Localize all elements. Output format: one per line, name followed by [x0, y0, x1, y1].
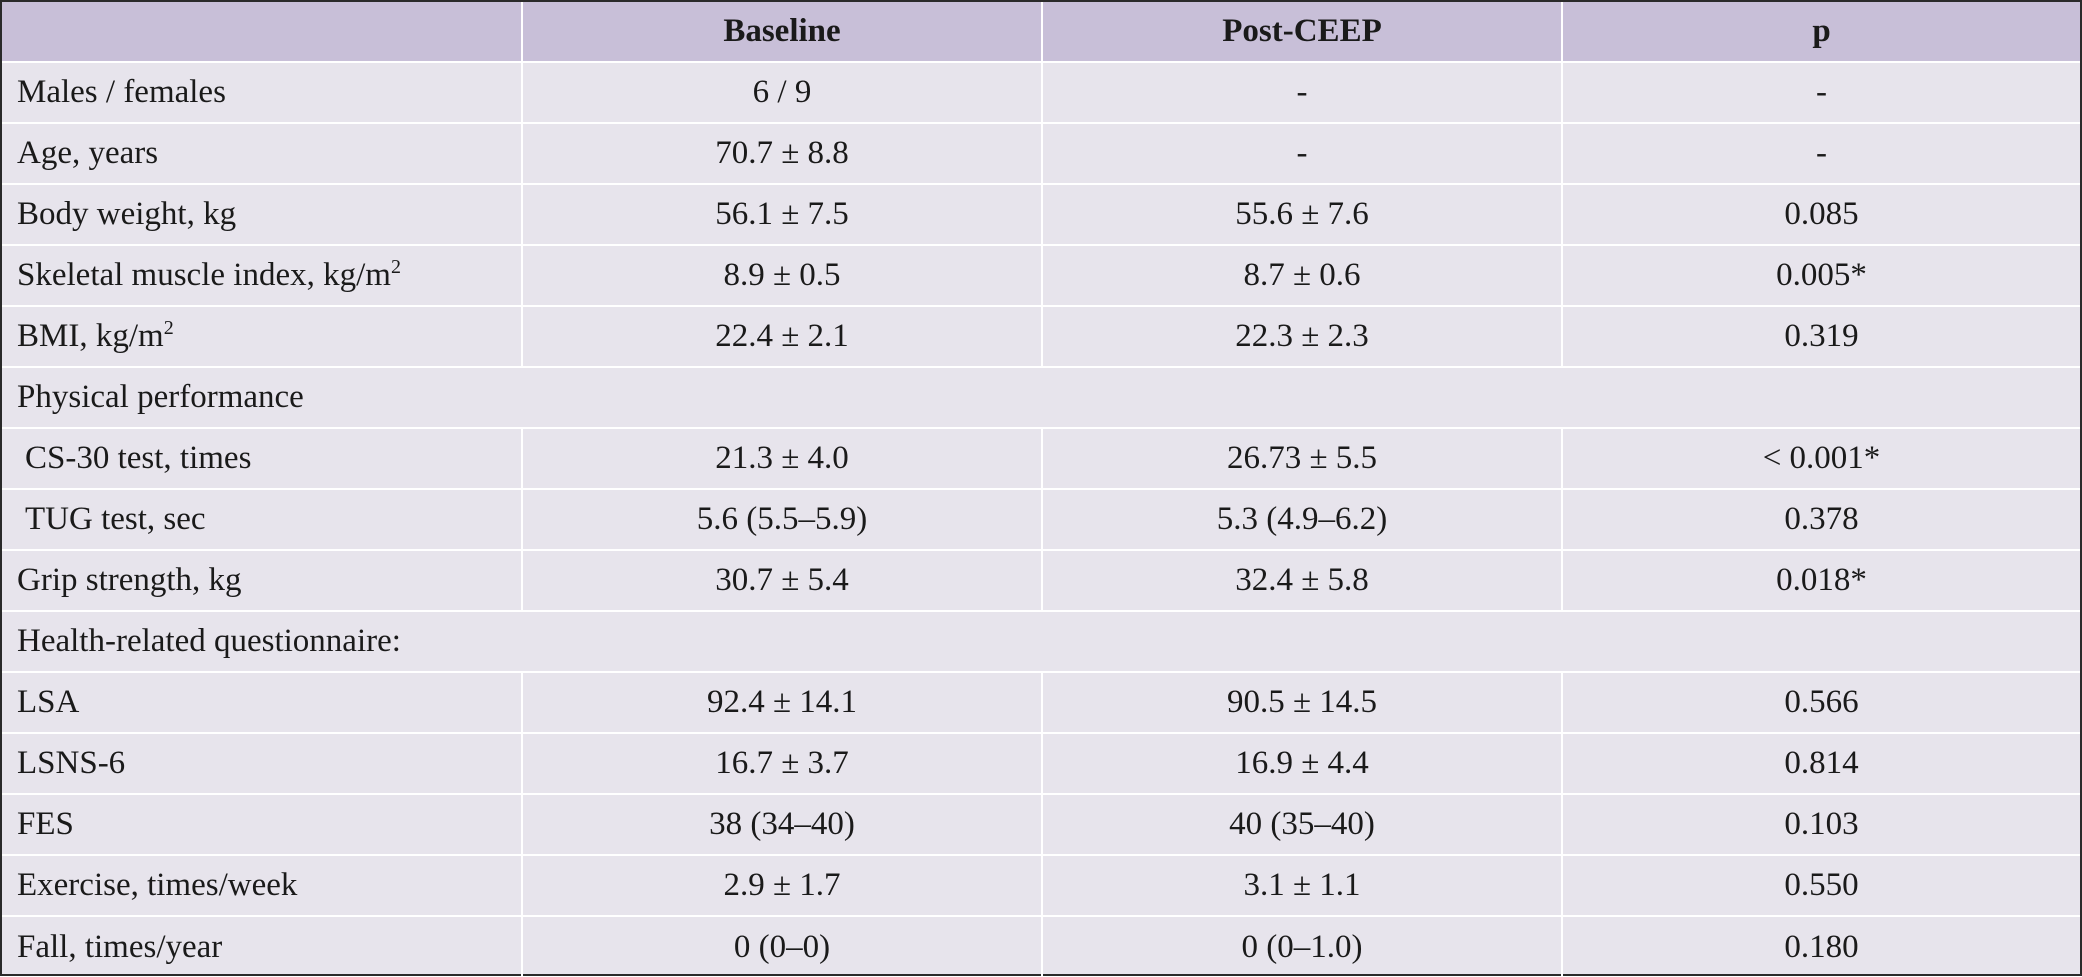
post-ceep-value: 22.3 ± 2.3	[1041, 305, 1562, 367]
section-empty-cell	[522, 610, 1042, 672]
row-label: Grip strength, kg	[2, 549, 522, 611]
table-row: Grip strength, kg 30.7 ± 5.4 32.4 ± 5.8 0.0…	[2, 549, 2080, 611]
row-label: TUG test, sec	[2, 488, 522, 550]
table-row: CS-30 test, times 21.3 ± 4.0 26.73 ± 5.5 < …	[2, 427, 2080, 489]
p-value: 0.319	[1561, 305, 2080, 367]
row-label-text: LSA	[17, 684, 80, 720]
baseline-value: 92.4 ± 14.1	[521, 671, 1042, 733]
table-header-row: Baseline Post-CEEP p	[2, 2, 2080, 63]
section-label: Health-related questionnaire:	[2, 610, 522, 672]
header-label-column	[2, 2, 522, 63]
table-row: Males / females 6 / 9--	[2, 61, 2080, 123]
p-value: 0.566	[1561, 671, 2080, 733]
row-label-text: Skeletal muscle index, kg/m	[17, 257, 391, 293]
header-post-ceep: Post-CEEP	[1041, 2, 1562, 63]
table-body: Males / females 6 / 9- - Age, years 70.7 ± 8…	[2, 61, 2080, 977]
p-value: 0.180	[1561, 915, 2080, 977]
section-empty-cell	[1042, 366, 1562, 428]
baseline-value: 6 / 9	[521, 61, 1042, 123]
post-ceep-value: 0 (0–1.0)	[1041, 915, 1562, 977]
row-label-text: TUG test, sec	[25, 501, 206, 537]
section-empty-cell	[1562, 610, 2080, 672]
p-value: 0.378	[1561, 488, 2080, 550]
row-label-text: Fall, times/year	[17, 928, 223, 965]
p-value: 0.814	[1561, 732, 2080, 794]
baseline-value: 70.7 ± 8.8	[521, 122, 1042, 184]
row-label-text: BMI, kg/m	[17, 318, 164, 354]
unit-superscript: 2	[163, 317, 174, 339]
baseline-value: 8.9 ± 0.5	[521, 244, 1042, 306]
baseline-value: 21.3 ± 4.0	[521, 427, 1042, 489]
row-label: Males / females	[2, 61, 522, 123]
p-value: 0.103	[1561, 793, 2080, 855]
row-label: LSNS-6	[2, 732, 522, 794]
table-row: LSA 92.4 ± 14.1 90.5 ± 14.5 0.566	[2, 671, 2080, 733]
p-value: 0.085	[1561, 183, 2080, 245]
row-label: Age, years	[2, 122, 522, 184]
row-label-text: Body weight, kg	[17, 196, 237, 232]
table-row: FES 38 (34–40) 40 (35–40) 0.103	[2, 793, 2080, 855]
p-value: 0.005*	[1561, 244, 2080, 306]
baseline-value: 0 (0–0)	[521, 915, 1042, 977]
table-row: Fall, times/year 0 (0–0) 0 (0–1.0) 0.180	[2, 915, 2080, 977]
p-value: < 0.001*	[1561, 427, 2080, 489]
p-value: -	[1561, 122, 2080, 184]
post-ceep-value: 8.7 ± 0.6	[1041, 244, 1562, 306]
header-p-value: p	[1561, 2, 2080, 63]
post-ceep-value: -	[1041, 61, 1562, 123]
row-label: LSA	[2, 671, 522, 733]
section-empty-cell	[1042, 610, 1562, 672]
section-empty-cell	[522, 366, 1042, 428]
post-ceep-value: 40 (35–40)	[1041, 793, 1562, 855]
p-value: -	[1561, 61, 2080, 123]
row-label: FES	[2, 793, 522, 855]
row-label: Body weight, kg	[2, 183, 522, 245]
baseline-value: 30.7 ± 5.4	[521, 549, 1042, 611]
section-header-row: Health-related questionnaire:	[2, 610, 2080, 672]
unit-superscript: 2	[390, 256, 401, 278]
table-row: BMI, kg/m2 22.4 ± 2.1 22.3 ± 2.3 0.319	[2, 305, 2080, 367]
p-value: 0.018*	[1561, 549, 2080, 611]
post-ceep-value: 32.4 ± 5.8	[1041, 549, 1562, 611]
section-label: Physical performance	[2, 366, 522, 428]
post-ceep-value: 90.5 ± 14.5	[1041, 671, 1562, 733]
row-label: Exercise, times/week	[2, 854, 522, 916]
row-label-text: LSNS-6	[17, 745, 126, 781]
row-label-text: Age, years	[17, 135, 159, 171]
header-baseline: Baseline	[521, 2, 1042, 63]
row-label-text: CS-30 test, times	[25, 440, 252, 476]
baseline-value: 22.4 ± 2.1	[521, 305, 1042, 367]
row-label-text: Grip strength, kg	[17, 562, 242, 598]
row-label-text: Exercise, times/week	[17, 867, 298, 903]
baseline-value: 2.9 ± 1.7	[521, 854, 1042, 916]
table-row: Body weight, kg 56.1 ± 7.5 55.6 ± 7.6 0.085	[2, 183, 2080, 245]
post-ceep-value: 3.1 ± 1.1	[1041, 854, 1562, 916]
post-ceep-value: 16.9 ± 4.4	[1041, 732, 1562, 794]
row-label: Skeletal muscle index, kg/m2	[2, 244, 522, 306]
row-label: CS-30 test, times	[2, 427, 522, 489]
post-ceep-value: 55.6 ± 7.6	[1041, 183, 1562, 245]
row-label-text: Males / females	[17, 74, 226, 110]
baseline-value: 38 (34–40)	[521, 793, 1042, 855]
section-empty-cell	[1562, 366, 2080, 428]
baseline-value: 16.7 ± 3.7	[521, 732, 1042, 794]
post-ceep-value: 26.73 ± 5.5	[1041, 427, 1562, 489]
row-label: Fall, times/year	[2, 915, 522, 977]
baseline-value: 5.6 (5.5–5.9)	[521, 488, 1042, 550]
post-ceep-value: -	[1041, 122, 1562, 184]
row-label: BMI, kg/m2	[2, 305, 522, 367]
table-row: Exercise, times/week 2.9 ± 1.7 3.1 ± 1.1 0.…	[2, 854, 2080, 916]
row-label-text: FES	[17, 806, 74, 842]
post-ceep-value: 5.3 (4.9–6.2)	[1041, 488, 1562, 550]
table-row: LSNS-6 16.7 ± 3.7 16.9 ± 4.4 0.814	[2, 732, 2080, 794]
baseline-value: 56.1 ± 7.5	[521, 183, 1042, 245]
table-row: Skeletal muscle index, kg/m2 8.9 ± 0.5 8.7…	[2, 244, 2080, 306]
table-row: Age, years 70.7 ± 8.8- -	[2, 122, 2080, 184]
p-value: 0.550	[1561, 854, 2080, 916]
table-row: TUG test, sec 5.6 (5.5–5.9) 5.3 (4.9–6.2) 0…	[2, 488, 2080, 550]
section-header-row: Physical performance	[2, 366, 2080, 428]
